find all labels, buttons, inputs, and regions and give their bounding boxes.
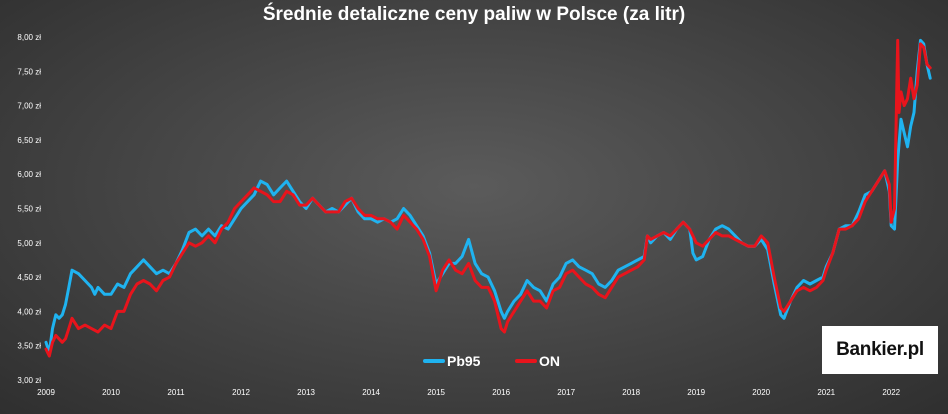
x-tick-label: 2014 xyxy=(362,388,380,397)
x-tick-label: 2012 xyxy=(232,388,250,397)
x-axis-ticks: 2009 2010 2011 2012 2013 2014 2015 2016 2017 2018… xyxy=(37,388,901,397)
x-tick-label: 2017 xyxy=(557,388,575,397)
legend-label-on: ON xyxy=(539,353,560,369)
x-tick-label: 2016 xyxy=(492,388,510,397)
y-tick-label: 5,00 zł xyxy=(17,239,41,248)
x-tick-label: 2020 xyxy=(752,388,770,397)
y-tick-label: 6,00 zł xyxy=(17,170,41,179)
series-line-pb95 xyxy=(44,38,932,355)
x-tick-label: 2015 xyxy=(427,388,445,397)
x-tick-label: 2018 xyxy=(622,388,640,397)
series-line-on xyxy=(44,38,932,358)
y-tick-label: 5,50 zł xyxy=(17,205,41,214)
chart-title: Średnie detaliczne ceny paliw w Polsce (… xyxy=(262,4,686,25)
x-tick-label: 2011 xyxy=(167,388,185,397)
y-tick-label: 7,00 zł xyxy=(17,102,41,111)
y-tick-label: 3,00 zł xyxy=(17,376,41,385)
x-tick-label: 2010 xyxy=(102,388,120,397)
legend: Pb95 ON xyxy=(423,353,560,369)
x-tick-label: 2019 xyxy=(687,388,705,397)
y-axis-ticks: 3,00 zł 3,50 zł 4,00 zł 4,50 zł 5,00 zł 5,50 … xyxy=(17,33,41,385)
series-layer xyxy=(44,38,932,358)
y-tick-label: 8,00 zł xyxy=(17,33,41,42)
x-tick-label: 2021 xyxy=(817,388,835,397)
y-tick-label: 4,00 zł xyxy=(17,307,41,316)
bankier-logo: Bankier.pl xyxy=(822,326,938,374)
y-tick-label: 3,50 zł xyxy=(17,342,41,351)
x-tick-label: 2013 xyxy=(297,388,315,397)
x-tick-label: 2009 xyxy=(37,388,55,397)
y-tick-label: 6,50 zł xyxy=(17,136,41,145)
y-tick-label: 7,50 zł xyxy=(17,67,41,76)
y-tick-label: 4,50 zł xyxy=(17,273,41,282)
x-tick-label: 2022 xyxy=(882,388,900,397)
legend-label-pb95: Pb95 xyxy=(447,353,481,369)
